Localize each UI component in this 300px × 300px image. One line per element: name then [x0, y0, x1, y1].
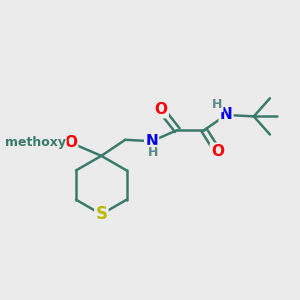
Text: H: H: [212, 98, 223, 111]
Text: N: N: [145, 134, 158, 149]
Text: S: S: [95, 205, 107, 223]
Text: O: O: [211, 144, 224, 159]
Text: O: O: [155, 102, 168, 117]
Text: methoxy: methoxy: [5, 136, 66, 149]
Text: N: N: [220, 107, 232, 122]
Text: O: O: [64, 135, 77, 150]
Text: H: H: [148, 146, 158, 159]
